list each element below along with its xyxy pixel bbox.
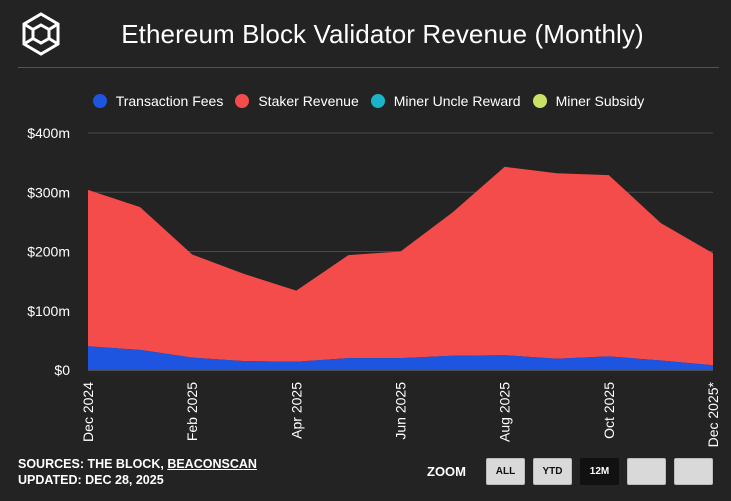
x-tick-label: Oct 2025 — [601, 382, 617, 439]
legend-dot-icon — [370, 94, 385, 108]
y-tick-label: $400m — [27, 125, 70, 141]
zoom-12m-button[interactable]: 12M — [580, 458, 619, 485]
legend-item-miner-uncle-reward[interactable]: Miner Uncle Reward — [370, 93, 521, 109]
title-divider — [18, 67, 719, 68]
zoom-blank-button-2[interactable] — [674, 458, 713, 485]
legend-item-staker-revenue[interactable]: Staker Revenue — [235, 93, 359, 109]
updated-date: UPDATED: DEC 28, 2025 — [18, 473, 164, 487]
sources-line: SOURCES: THE BLOCK, BEACONSCAN — [18, 456, 257, 472]
legend: Transaction Fees Staker Revenue Miner Un… — [0, 93, 731, 109]
x-tick-label: Jun 2025 — [393, 382, 409, 440]
x-tick-label: Dec 2024 — [80, 382, 96, 442]
y-tick-label: $0 — [54, 362, 70, 378]
y-tick-label: $100m — [27, 303, 70, 319]
legend-label: Miner Uncle Reward — [393, 93, 521, 109]
staker-revenue-area — [88, 166, 713, 366]
legend-dot-icon — [235, 94, 250, 108]
zoom-blank-button-1[interactable] — [627, 458, 666, 485]
beaconscan-link[interactable]: BEACONSCAN — [167, 457, 257, 471]
x-tick-label: Aug 2025 — [497, 382, 513, 442]
legend-dot-icon — [532, 94, 547, 108]
zoom-ytd-button[interactable]: YTD — [533, 458, 572, 485]
the-block-logo-icon — [22, 12, 60, 56]
zoom-all-button[interactable]: ALL — [486, 458, 525, 485]
x-tick-label: Dec 2025* — [705, 381, 721, 447]
legend-label: Transaction Fees — [115, 93, 224, 109]
transaction-fees-area — [88, 346, 713, 370]
x-tick-label: Apr 2025 — [288, 382, 304, 439]
y-tick-label: $300m — [27, 184, 70, 200]
legend-dot-icon — [92, 94, 107, 108]
chart-title: Ethereum Block Validator Revenue (Monthl… — [121, 19, 644, 49]
zoom-label: ZOOM — [427, 464, 466, 479]
y-tick-label: $200m — [27, 244, 70, 260]
zoom-controls: ZOOM ALL YTD 12M — [427, 458, 713, 485]
sources-prefix: SOURCES: THE BLOCK, — [18, 457, 168, 471]
legend-item-transaction-fees[interactable]: Transaction Fees — [92, 93, 224, 109]
legend-item-miner-subsidy[interactable]: Miner Subsidy — [532, 93, 645, 109]
legend-label: Staker Revenue — [258, 93, 359, 109]
x-tick-label: Feb 2025 — [184, 382, 200, 441]
legend-label: Miner Subsidy — [555, 93, 645, 109]
footer-sources: SOURCES: THE BLOCK, BEACONSCAN UPDATED: … — [18, 456, 257, 488]
